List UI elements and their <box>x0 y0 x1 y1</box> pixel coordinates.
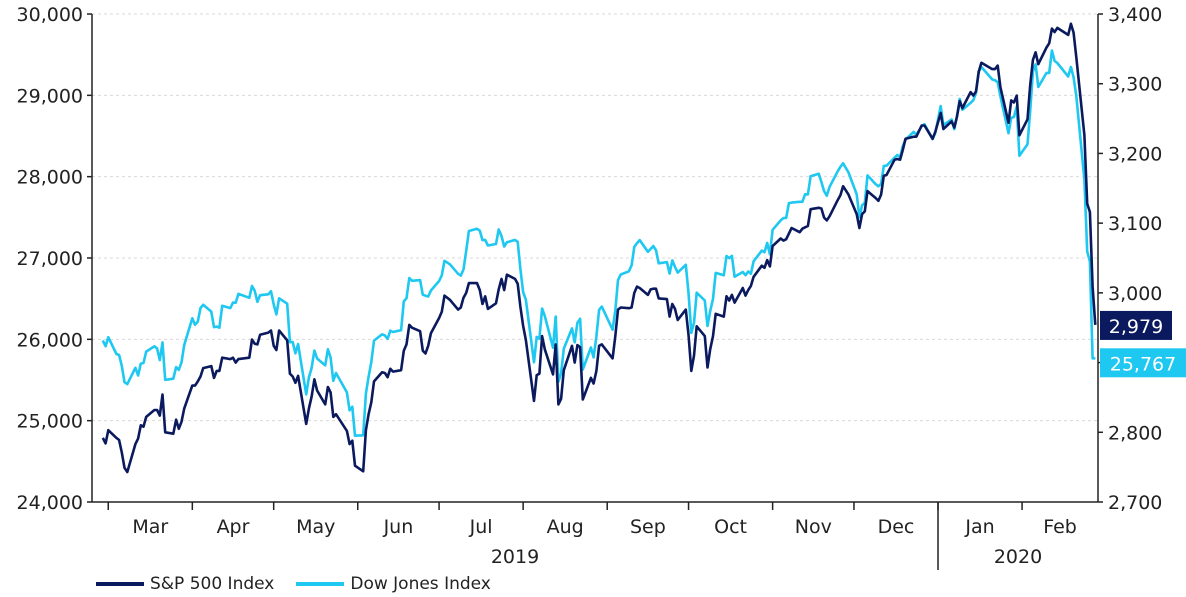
month-label: Jun <box>383 516 414 538</box>
month-label: Feb <box>1043 516 1077 538</box>
right-tick-label: 3,000 <box>1108 283 1162 305</box>
series-layer <box>101 22 1097 474</box>
right-tick-label: 3,300 <box>1108 74 1162 96</box>
right-tick-label: 2,700 <box>1108 492 1162 514</box>
end-label-sp500: 2,979 <box>1100 310 1172 340</box>
left-tick-label: 24,000 <box>17 492 83 514</box>
legend-item-sp500: S&P 500 Index <box>96 574 274 594</box>
right-tick-label: 3,400 <box>1108 4 1162 26</box>
right-tick-label: 3,100 <box>1108 213 1162 235</box>
left-tick-label: 30,000 <box>17 4 83 26</box>
left-tick-label: 25,000 <box>17 411 83 433</box>
month-label: May <box>296 516 335 538</box>
month-label: Apr <box>217 516 250 538</box>
right-tick-label: 3,200 <box>1108 143 1162 165</box>
year-label: 2020 <box>994 546 1042 568</box>
end-label-dow: 25,767 <box>1100 348 1186 378</box>
right-tick-label: 2,800 <box>1108 422 1162 444</box>
end-label-dow-bg <box>1100 348 1186 378</box>
end-label-sp500-bg <box>1100 310 1172 340</box>
year-label: 2019 <box>491 546 539 568</box>
month-label: Mar <box>132 516 168 538</box>
end-labels: 2,979 25,767 <box>1100 310 1186 378</box>
end-label-dow-text: 25,767 <box>1110 353 1176 375</box>
month-label: Aug <box>547 516 584 538</box>
x-axis-ticks: Mar Apr May Jun Jul Aug Sep Oct Nov Dec Jan Feb 2019… <box>107 502 1077 570</box>
left-tick-label: 29,000 <box>17 85 83 107</box>
left-tick-label: 26,000 <box>17 329 83 351</box>
month-label: Jul <box>469 516 493 538</box>
left-tick-label: 27,000 <box>17 248 83 270</box>
month-label: Nov <box>795 516 832 538</box>
left-tick-label: 28,000 <box>17 167 83 189</box>
series-line-sp500 <box>101 22 1097 474</box>
left-axis-ticks: 24,000 25,000 26,000 27,000 28,000 29,000 30,0… <box>17 4 92 514</box>
legend-swatch-sp500 <box>96 582 144 586</box>
month-label: Dec <box>878 516 915 538</box>
legend-item-dow: Dow Jones Index <box>296 574 491 594</box>
month-label: Jan <box>964 516 994 538</box>
legend: S&P 500 Index Dow Jones Index <box>96 572 513 596</box>
legend-label-sp500: S&P 500 Index <box>150 574 275 594</box>
legend-swatch-dow <box>296 582 345 586</box>
end-label-sp500-text: 2,979 <box>1109 316 1163 338</box>
series-line-dow-jones <box>101 49 1096 437</box>
month-label: Oct <box>714 516 747 538</box>
legend-label-dow: Dow Jones Index <box>350 574 491 594</box>
month-label: Sep <box>630 516 666 538</box>
